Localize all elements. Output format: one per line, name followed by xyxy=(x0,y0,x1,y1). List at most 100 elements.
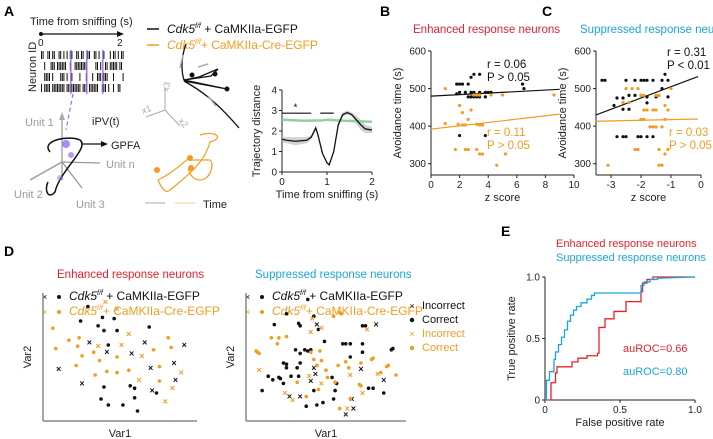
stat-label: r = 0.03 xyxy=(669,127,708,139)
data-point xyxy=(302,348,307,352)
y-tick-label: 600 xyxy=(574,47,591,58)
spike xyxy=(60,51,62,59)
data-point-x: × xyxy=(179,368,184,378)
data-point xyxy=(657,93,661,97)
data-point xyxy=(126,368,131,373)
spike xyxy=(121,51,122,59)
data-point xyxy=(257,351,261,356)
data-point xyxy=(458,133,462,138)
legend-label: Enhanced response neurons xyxy=(556,238,697,250)
data-point xyxy=(75,344,80,349)
data-point xyxy=(135,409,140,413)
x1-label: x1 xyxy=(140,103,152,116)
data-point-x: × xyxy=(182,340,187,350)
spike xyxy=(76,51,78,59)
data-point xyxy=(304,404,309,409)
raster-tick-2: 2 xyxy=(117,38,123,49)
spike xyxy=(95,84,97,92)
data-point xyxy=(636,135,640,139)
x-tick-label: 0 xyxy=(698,180,704,191)
spike xyxy=(71,51,73,59)
spike xyxy=(79,84,81,92)
data-point xyxy=(333,388,337,393)
data-point-x: × xyxy=(343,410,348,420)
data-point-x: × xyxy=(79,378,84,388)
spike xyxy=(49,84,50,92)
data-point xyxy=(520,82,525,86)
spike xyxy=(41,51,42,59)
trajectory-dot xyxy=(188,165,194,171)
data-point-x: × xyxy=(171,358,176,368)
y-tick-label: 3 xyxy=(271,106,277,117)
data-point-x: × xyxy=(311,363,316,373)
spike xyxy=(68,84,70,92)
chart-title: Enhanced response neurons xyxy=(413,24,560,36)
data-point xyxy=(77,336,81,340)
data-point xyxy=(621,100,625,105)
y-tick-label: 600 xyxy=(409,47,426,58)
panel-label-c: C xyxy=(542,3,552,19)
legend-dot-marker xyxy=(409,317,415,323)
spike xyxy=(103,51,105,59)
data-point xyxy=(621,135,625,139)
data-point xyxy=(322,339,327,344)
data-point xyxy=(624,135,628,139)
spike xyxy=(74,62,76,70)
ipv-time-line xyxy=(102,50,104,94)
data-point xyxy=(456,122,460,126)
spike xyxy=(105,62,106,70)
spike xyxy=(55,84,57,92)
ipv-dashed-arrow xyxy=(65,93,74,131)
spike xyxy=(60,84,62,92)
scatter-D-suppressed: Suppressed response neurons × Cdk5f/f + Ca… xyxy=(225,269,465,439)
spike xyxy=(66,84,68,92)
data-point-x: × xyxy=(148,363,153,373)
data-point xyxy=(91,350,96,355)
data-point xyxy=(480,123,485,127)
spike xyxy=(81,51,82,59)
arrowhead-icon xyxy=(59,112,65,120)
data-point xyxy=(642,108,646,112)
trajectory-dot xyxy=(187,155,193,161)
x-axis-label: Time from sniffing (s) xyxy=(276,189,379,201)
data-point xyxy=(315,363,319,368)
spike xyxy=(89,84,90,92)
roc-chart: 0 0.5 1.0 0 0.5 1.0 False positive rate True po… xyxy=(506,238,706,429)
spike xyxy=(117,84,119,92)
spike xyxy=(49,51,50,59)
data-point xyxy=(321,400,325,405)
data-point xyxy=(645,135,649,139)
x-tick-label: 1 xyxy=(324,177,330,188)
data-point xyxy=(475,93,479,97)
data-point xyxy=(639,78,643,82)
data-point xyxy=(339,312,344,316)
spike xyxy=(74,84,76,92)
spike xyxy=(109,62,111,70)
data-point xyxy=(284,362,289,367)
significance-marker: * xyxy=(294,103,298,114)
fit-line xyxy=(430,113,560,130)
data-point xyxy=(157,364,162,369)
data-point xyxy=(309,350,313,355)
x3-label: x3 xyxy=(160,81,172,93)
data-point-x: × xyxy=(287,392,292,402)
spike xyxy=(44,84,46,92)
spike xyxy=(53,62,55,70)
x-tick-label: 0 xyxy=(279,177,285,188)
data-point xyxy=(97,358,102,363)
spike xyxy=(58,84,60,92)
spike xyxy=(106,73,108,81)
data-point xyxy=(281,381,286,386)
data-point xyxy=(371,356,375,361)
x-tick-label: 2 xyxy=(457,180,463,191)
data-point xyxy=(105,369,109,374)
spike xyxy=(76,62,78,70)
spike xyxy=(41,84,42,92)
scatter-D-enhanced: Enhanced response neurons× Cdk5f/f + CaMK… xyxy=(22,269,220,439)
raster-start-dot xyxy=(39,32,43,36)
data-point xyxy=(633,93,637,97)
legend-x-marker: × xyxy=(409,301,414,311)
spike xyxy=(122,51,124,59)
panel-label-e: E xyxy=(501,223,510,239)
legend-dot-marker xyxy=(260,310,264,314)
